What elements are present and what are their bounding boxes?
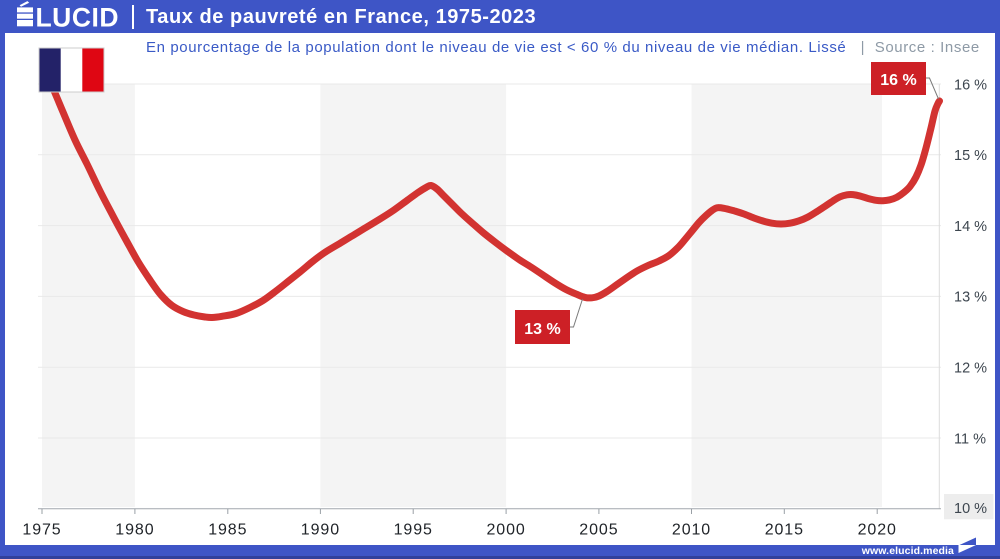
- svg-text:1985: 1985: [208, 522, 247, 539]
- svg-text:1980: 1980: [115, 522, 154, 539]
- svg-text:LUCID: LUCID: [36, 2, 119, 32]
- svg-text:15 %: 15 %: [954, 148, 987, 164]
- svg-text:10 %: 10 %: [954, 501, 987, 517]
- svg-text:14 %: 14 %: [954, 219, 987, 235]
- svg-text:2000: 2000: [486, 522, 525, 539]
- svg-text:1975: 1975: [22, 522, 61, 539]
- svg-text:16 %: 16 %: [880, 72, 916, 89]
- svg-text:16 %: 16 %: [954, 77, 987, 93]
- svg-text:1990: 1990: [301, 522, 340, 539]
- svg-text:13 %: 13 %: [954, 290, 987, 306]
- svg-text:2005: 2005: [579, 522, 618, 539]
- svg-text:2015: 2015: [765, 522, 804, 539]
- svg-text:2020: 2020: [858, 522, 897, 539]
- svg-text:2010: 2010: [672, 522, 711, 539]
- svg-text:13 %: 13 %: [524, 321, 560, 338]
- svg-text:12 %: 12 %: [954, 361, 987, 377]
- svg-text:11 %: 11 %: [954, 431, 986, 447]
- svg-text:1995: 1995: [394, 522, 433, 539]
